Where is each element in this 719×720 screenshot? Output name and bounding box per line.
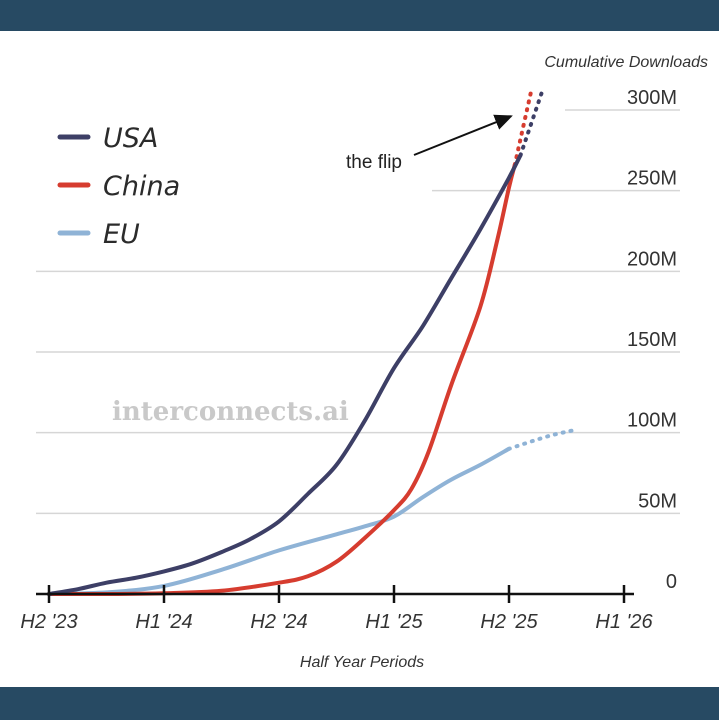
annotation-arrow: [413, 114, 513, 156]
x-axis-title: Half Year Periods: [300, 654, 424, 671]
y-tick-label: 300M: [627, 87, 677, 109]
y-tick-label: 0: [666, 571, 677, 593]
y-tick-label: 150M: [627, 329, 677, 351]
gridlines: [36, 109, 680, 515]
series-line-usa: [47, 153, 523, 596]
x-tick-label: H1 '25: [365, 611, 423, 633]
legend-label-eu: EU: [103, 219, 140, 250]
y-tick-label: 50M: [638, 490, 677, 512]
y-axis: 0 50M 100M 150M 200M 250M 300M: [627, 87, 677, 593]
annotations: the flip: [346, 114, 513, 173]
x-tick-label: H1 '26: [595, 611, 653, 633]
y-tick-label: 100M: [627, 410, 677, 432]
series-line-china: [47, 162, 517, 597]
watermark: interconnects.ai: [112, 397, 349, 427]
x-axis: H2 '23 H1 '24 H2 '24 H1 '25 H2 '25 H1 '26: [20, 585, 653, 633]
chart-card: interconnects.ai H2 '23 H1 '24 H2 '24 H1 '2…: [0, 31, 719, 687]
series-projection-usa: [518, 85, 546, 158]
annotation-text: the flip: [346, 152, 402, 173]
legend-label-usa: USA: [103, 123, 158, 154]
x-tick-label: H2 '23: [20, 611, 77, 633]
series-projection-china: [512, 85, 534, 167]
x-tick-label: H2 '24: [250, 611, 307, 633]
legend-label-china: China: [103, 171, 180, 202]
y-tick-label: 250M: [627, 168, 677, 190]
legend: USA China EU: [57, 123, 180, 250]
x-tick-label: H1 '24: [135, 611, 192, 633]
x-tick-label: H2 '25: [480, 611, 538, 633]
y-tick-label: 200M: [627, 248, 677, 270]
series-lines: [47, 85, 580, 597]
series-projection-eu: [507, 427, 580, 451]
series-line-eu: [47, 446, 511, 596]
y-axis-title: Cumulative Downloads: [544, 54, 708, 71]
line-chart: interconnects.ai H2 '23 H1 '24 H2 '24 H1 '2…: [20, 54, 708, 671]
